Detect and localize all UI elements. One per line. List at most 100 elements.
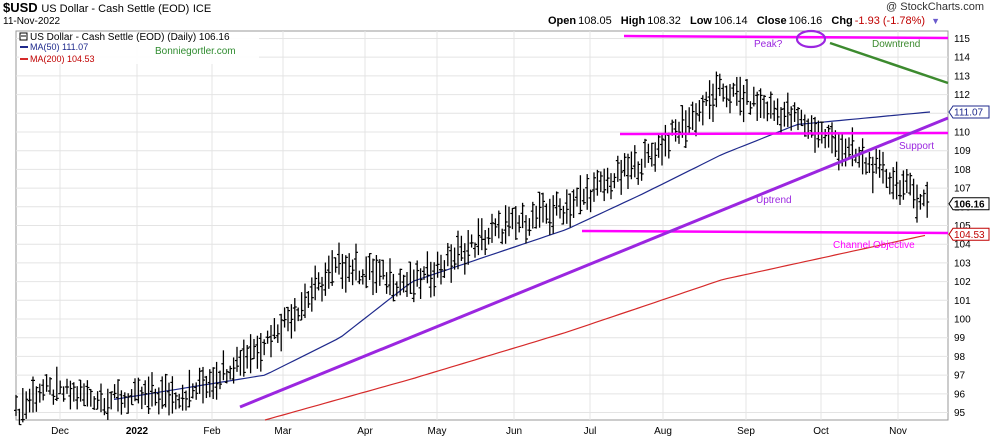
price-bar xyxy=(598,171,603,193)
price-bar xyxy=(99,383,103,413)
value-tag-box xyxy=(948,227,990,241)
price-bar xyxy=(592,172,596,202)
price-bar xyxy=(221,350,226,381)
price-bar xyxy=(272,318,277,340)
price-bar xyxy=(119,390,124,415)
price-bar xyxy=(462,243,467,275)
price-bar xyxy=(214,361,219,400)
price-bar xyxy=(490,213,494,243)
price-bar xyxy=(507,206,511,237)
price-bar xyxy=(303,283,307,319)
price-bar xyxy=(92,396,97,410)
chg-arrow-icon[interactable]: ▼ xyxy=(931,16,940,26)
ohlc-summary: Open 108.05 High 108.32 Low 106.14 Close 106… xyxy=(548,15,946,27)
price-bar xyxy=(476,218,481,256)
y-tick-label: 109 xyxy=(954,146,971,157)
price-bar xyxy=(619,159,624,195)
price-bar xyxy=(85,380,90,407)
price-bar xyxy=(503,205,508,244)
y-axis-ticks: 9596979899100101102103104105106107108109… xyxy=(954,34,971,419)
x-tick-label: Sep xyxy=(737,426,755,437)
y-tick-label: 112 xyxy=(954,90,970,101)
price-bar xyxy=(775,98,780,125)
legend-ma200: MA(200) 104.53 xyxy=(30,54,95,64)
support-label: Support xyxy=(899,141,934,152)
price-bar xyxy=(262,339,267,356)
y-tick-label: 115 xyxy=(954,34,970,45)
legend-main: US Dollar - Cash Settle (EOD) (Daily) 10… xyxy=(30,32,230,43)
y-tick-label: 114 xyxy=(954,53,970,64)
credit-label: @ StockCharts.com xyxy=(886,1,984,13)
price-bar xyxy=(415,260,420,287)
y-tick-label: 105 xyxy=(954,221,971,232)
price-bar xyxy=(343,255,348,293)
price-bar xyxy=(884,168,889,188)
price-bar xyxy=(622,153,627,177)
price-bar xyxy=(354,243,358,281)
price-bar xyxy=(609,173,613,200)
price-bar xyxy=(377,259,382,286)
price-bar xyxy=(741,84,746,123)
price-bar xyxy=(864,157,868,175)
channel-objective-label: Channel Objective xyxy=(833,240,915,251)
price-bar xyxy=(187,369,192,408)
price-bar xyxy=(704,91,709,106)
price-bar xyxy=(568,193,573,228)
price-bar xyxy=(136,377,141,404)
x-tick-label: Feb xyxy=(203,426,221,437)
price-bar xyxy=(374,254,379,293)
value-tag-label: 111.07 xyxy=(954,107,984,118)
price-bar xyxy=(918,193,923,210)
price-bar xyxy=(153,388,158,406)
price-bar xyxy=(867,152,872,174)
price-bar xyxy=(544,203,549,224)
ma200-line xyxy=(264,234,926,421)
price-bar xyxy=(632,145,637,178)
price-bar xyxy=(388,258,392,296)
price-bar xyxy=(496,210,501,239)
price-bar xyxy=(51,389,56,405)
price-bar xyxy=(238,349,243,376)
price-bar xyxy=(891,167,896,200)
price-bar xyxy=(738,76,743,116)
price-bar xyxy=(122,392,127,408)
price-bar xyxy=(146,376,151,414)
price-bar xyxy=(915,184,919,223)
price-bar xyxy=(728,84,732,114)
price-bar xyxy=(197,367,202,394)
symbol-title: $USD US Dollar - Cash Settle (EOD) ICE xyxy=(3,0,211,15)
price-bar xyxy=(653,142,658,172)
price-bar xyxy=(887,172,892,195)
price-bar xyxy=(309,277,314,312)
price-bar xyxy=(534,205,539,229)
price-bar xyxy=(636,161,641,185)
price-bar xyxy=(707,80,712,120)
price-bar xyxy=(479,218,484,251)
right-value-labels: 111.07 106.16 104.53 xyxy=(948,105,990,241)
price-bar xyxy=(714,71,719,108)
price-bar xyxy=(231,357,236,384)
price-bar xyxy=(449,244,454,283)
x-tick-label: Nov xyxy=(889,426,907,437)
price-bar xyxy=(207,369,212,398)
x-tick-label: Aug xyxy=(654,426,672,437)
price-bar xyxy=(41,379,46,401)
price-bar xyxy=(54,366,59,402)
price-bar xyxy=(745,78,749,105)
price-bar xyxy=(894,161,899,200)
price-bar xyxy=(813,116,817,153)
price-bar xyxy=(350,259,355,286)
price-bar xyxy=(422,266,426,280)
legend-ma50: MA(50) 111.07 xyxy=(30,42,88,52)
price-bar xyxy=(748,101,753,115)
price-bar xyxy=(337,242,341,275)
downtrend-line xyxy=(829,41,949,85)
price-bar xyxy=(95,391,100,410)
price-bar xyxy=(687,107,692,135)
price-bar xyxy=(694,103,698,137)
price-bar xyxy=(486,227,491,245)
price-bar xyxy=(765,101,770,122)
price-bar xyxy=(734,76,739,106)
price-bar xyxy=(289,304,294,339)
